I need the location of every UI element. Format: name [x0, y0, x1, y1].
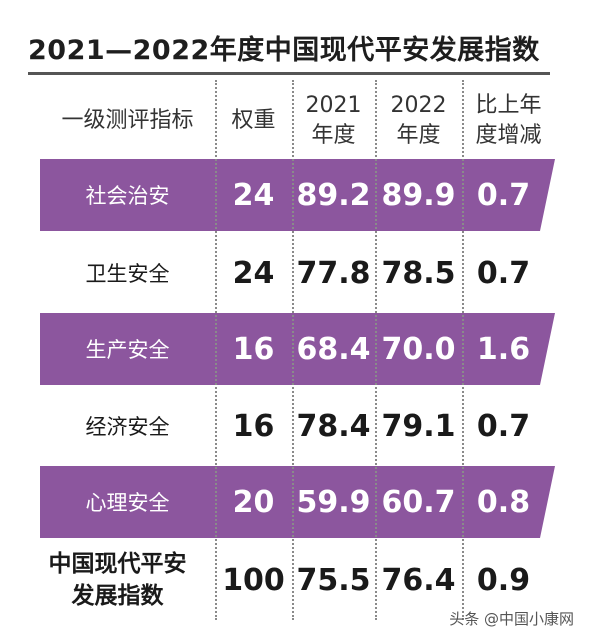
row-value-2021: 89.2	[296, 177, 371, 213]
title-rule	[28, 72, 550, 75]
row-weight: 16	[232, 331, 275, 367]
header-indicator: 一级测评指标	[61, 108, 194, 133]
row-value-2022: 79.1	[381, 408, 456, 444]
row-weight: 20	[232, 484, 275, 520]
watermark: 头条 @中国小康网	[449, 610, 574, 628]
column-divider	[375, 80, 377, 620]
row-value-2021: 59.9	[296, 484, 371, 520]
header-weight: 权重	[231, 108, 276, 133]
row-value-2021: 68.4	[296, 331, 371, 367]
row-change: 1.6	[476, 331, 531, 367]
summary-indicator: 中国现代平安 发展指数	[48, 551, 187, 609]
row-value-2021: 78.4	[296, 408, 371, 444]
summary-value-2021: 75.5	[296, 562, 371, 598]
column-divider	[462, 80, 464, 620]
highlight-band	[40, 159, 555, 231]
row-change: 0.7	[476, 177, 531, 213]
header-2021: 2021 年度	[305, 93, 362, 148]
row-change: 0.8	[476, 484, 531, 520]
row-weight: 24	[232, 255, 275, 291]
row-change: 0.7	[476, 408, 531, 444]
row-value-2022: 78.5	[381, 255, 456, 291]
row-change: 0.7	[476, 255, 531, 291]
column-divider	[215, 80, 217, 620]
row-value-2022: 60.7	[381, 484, 456, 520]
row-value-2022: 70.0	[381, 331, 456, 367]
highlight-band	[40, 466, 555, 538]
row-weight: 16	[232, 408, 275, 444]
row-indicator: 卫生安全	[85, 262, 170, 286]
row-indicator: 生产安全	[85, 338, 170, 362]
row-indicator: 心理安全	[85, 491, 170, 515]
row-value-2021: 77.8	[296, 255, 371, 291]
header-change: 比上年 度增减	[475, 93, 542, 148]
header-2022: 2022 年度	[390, 93, 447, 148]
summary-value-2022: 76.4	[381, 562, 456, 598]
row-weight: 24	[232, 177, 275, 213]
summary-weight: 100	[222, 562, 285, 598]
summary-change: 0.9	[476, 562, 531, 598]
row-indicator: 经济安全	[85, 415, 170, 439]
column-divider	[292, 80, 294, 620]
highlight-band	[40, 313, 555, 385]
row-indicator: 社会治安	[85, 184, 170, 208]
row-value-2022: 89.9	[381, 177, 456, 213]
chart-title: 2021—2022年度中国现代平安发展指数	[28, 35, 540, 66]
